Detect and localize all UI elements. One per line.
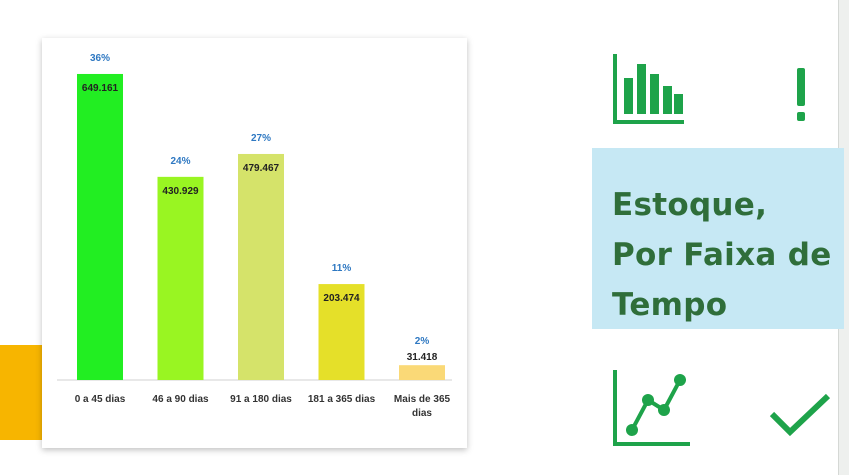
x-tick-label: 181 a 365 dias <box>308 394 376 405</box>
title-box: Estoque, Por Faixa de Tempo <box>592 148 844 329</box>
bar <box>238 153 284 380</box>
value-label: 649.161 <box>82 83 119 94</box>
line-chart-icon <box>613 370 690 446</box>
x-tick-label: 0 a 45 dias <box>75 394 126 405</box>
title-line-3: Tempo <box>612 287 728 323</box>
percent-label: 36% <box>90 53 110 64</box>
slide-title: Estoque, Por Faixa de Tempo <box>612 180 842 330</box>
bar <box>318 284 365 380</box>
percent-label: 11% <box>332 263 352 274</box>
value-label: 31.418 <box>407 352 438 363</box>
percent-label: 24% <box>170 156 190 167</box>
title-line-2: Por Faixa de <box>612 237 832 273</box>
bar-chart: 649.161 36% 0 a 45 dias 430.929 24% 46 a 90 d… <box>57 53 452 419</box>
percent-label: 2% <box>415 336 430 347</box>
percent-label: 27% <box>251 133 271 144</box>
bar-chart-icon <box>613 54 684 124</box>
value-label: 430.929 <box>162 186 199 197</box>
x-tick-label: dias <box>412 408 432 419</box>
value-label: 479.467 <box>243 163 280 174</box>
orange-accent-block <box>0 345 42 440</box>
x-tick-label: Mais de 365 <box>394 394 451 405</box>
title-line-1: Estoque, <box>612 187 768 223</box>
bar <box>157 176 204 380</box>
bar <box>77 73 123 381</box>
x-tick-label: 46 a 90 dias <box>152 394 209 405</box>
exclamation-icon <box>797 68 805 121</box>
bar <box>399 365 445 380</box>
value-label: 203.474 <box>323 293 360 304</box>
checkmark-icon <box>769 393 831 437</box>
chart-card: 649.161 36% 0 a 45 dias 430.929 24% 46 a 90 d… <box>42 38 467 448</box>
x-tick-label: 91 a 180 dias <box>230 394 292 405</box>
